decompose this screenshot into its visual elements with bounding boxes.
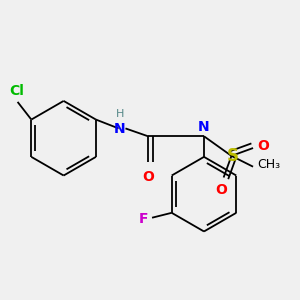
Text: F: F [139,212,148,226]
Text: S: S [226,147,238,165]
Text: O: O [257,139,269,153]
Text: Cl: Cl [9,84,24,98]
Text: N: N [114,122,125,136]
Text: O: O [142,169,154,184]
Text: O: O [216,183,228,197]
Text: CH₃: CH₃ [257,158,280,171]
Text: N: N [198,120,210,134]
Text: H: H [116,109,124,118]
